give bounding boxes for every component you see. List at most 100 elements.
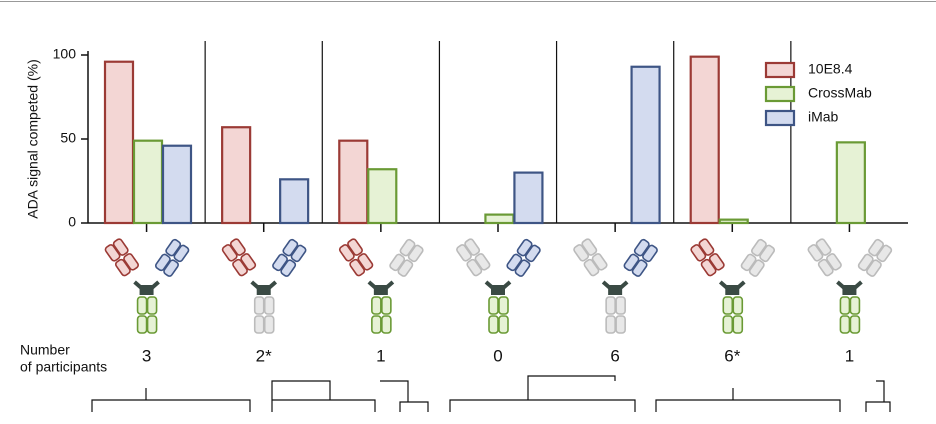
bar [103, 60, 135, 225]
domain [290, 244, 307, 263]
fc-domain [605, 315, 616, 334]
domain [347, 238, 363, 256]
hinge-core [608, 285, 623, 295]
antibody-icon [807, 238, 893, 334]
domain [506, 253, 523, 272]
domain [524, 244, 541, 263]
domain [280, 259, 297, 277]
fc-domain [136, 315, 148, 334]
participant-count: 6 [610, 346, 619, 365]
legend-swatch [764, 85, 796, 103]
fab-arm [272, 238, 307, 277]
domain [104, 244, 121, 262]
domain [868, 238, 884, 257]
fab-arm [857, 238, 893, 277]
fab-arm [104, 238, 139, 277]
bar [221, 126, 252, 225]
domain [866, 259, 882, 277]
hinge-core [256, 285, 271, 295]
fab-arm [389, 238, 424, 277]
bar [161, 144, 193, 225]
y-axis-label: ADA signal competed (%) [25, 59, 41, 219]
domain [357, 253, 374, 271]
fc-domain [381, 296, 392, 315]
fc-domain [849, 296, 861, 315]
legend-swatch [764, 109, 796, 127]
antibody-icon [456, 238, 541, 334]
antibody-icon [338, 238, 424, 334]
domain [698, 238, 715, 256]
participant-count: 6* [724, 346, 740, 365]
fc-domain [615, 315, 626, 334]
domain [338, 244, 355, 262]
bar [484, 213, 515, 225]
fc-domain [605, 296, 616, 315]
fc-domain [839, 315, 851, 334]
domain [516, 238, 533, 257]
bar [367, 168, 398, 225]
domain [817, 258, 834, 277]
domain [623, 253, 640, 272]
hinge-core [373, 285, 388, 295]
domain [163, 259, 179, 277]
bar [338, 139, 369, 225]
fc-domain [136, 296, 148, 315]
fc-domain [849, 315, 861, 334]
bar [132, 139, 164, 225]
domain [474, 253, 491, 271]
bar [630, 65, 661, 225]
domain [114, 258, 131, 277]
fc-domain [722, 296, 734, 315]
fc-domain [732, 315, 744, 334]
legend-label: iMab [808, 109, 839, 125]
fc-domain [498, 315, 509, 334]
domain [857, 253, 874, 272]
fab-arm [456, 238, 491, 277]
antibody-icon [221, 238, 307, 334]
domain [165, 238, 182, 257]
domain [815, 238, 832, 256]
fc-domain [722, 315, 734, 334]
bar [689, 55, 720, 225]
fc-domain [488, 296, 499, 315]
fc-domain [253, 296, 265, 315]
hinge-core [491, 285, 505, 295]
domain [282, 238, 299, 257]
fab-arm [690, 238, 725, 277]
domain [349, 258, 366, 277]
domain [642, 244, 658, 263]
y-tick-label: 0 [68, 214, 76, 230]
domain [221, 244, 238, 262]
legend-swatch [764, 61, 796, 79]
fc-domain [839, 296, 851, 315]
participant-count: 0 [493, 346, 502, 365]
domain [399, 238, 416, 257]
domain [633, 238, 650, 257]
domain [740, 253, 757, 272]
bar [718, 218, 749, 225]
domain [700, 258, 717, 277]
participant-count: 1 [376, 346, 385, 365]
fc-domain [253, 315, 265, 334]
bar [279, 178, 310, 225]
y-tick-label: 100 [53, 46, 77, 62]
domain [748, 259, 765, 277]
fc-domain [146, 296, 158, 315]
domain [708, 253, 725, 271]
hinge-core [842, 285, 857, 295]
domain [876, 244, 893, 263]
domain [123, 253, 139, 271]
fab-arm [807, 238, 842, 277]
fab-arm [221, 238, 257, 277]
domain [690, 244, 707, 262]
domain [464, 238, 481, 256]
domain [229, 238, 246, 256]
fc-domain [381, 315, 392, 334]
bar [835, 141, 866, 225]
fc-domain [146, 315, 158, 334]
participant-count: 3 [142, 346, 151, 365]
domain [751, 238, 767, 257]
fc-domain [615, 296, 626, 315]
fc-domain [498, 296, 509, 315]
fc-domain [732, 296, 744, 315]
